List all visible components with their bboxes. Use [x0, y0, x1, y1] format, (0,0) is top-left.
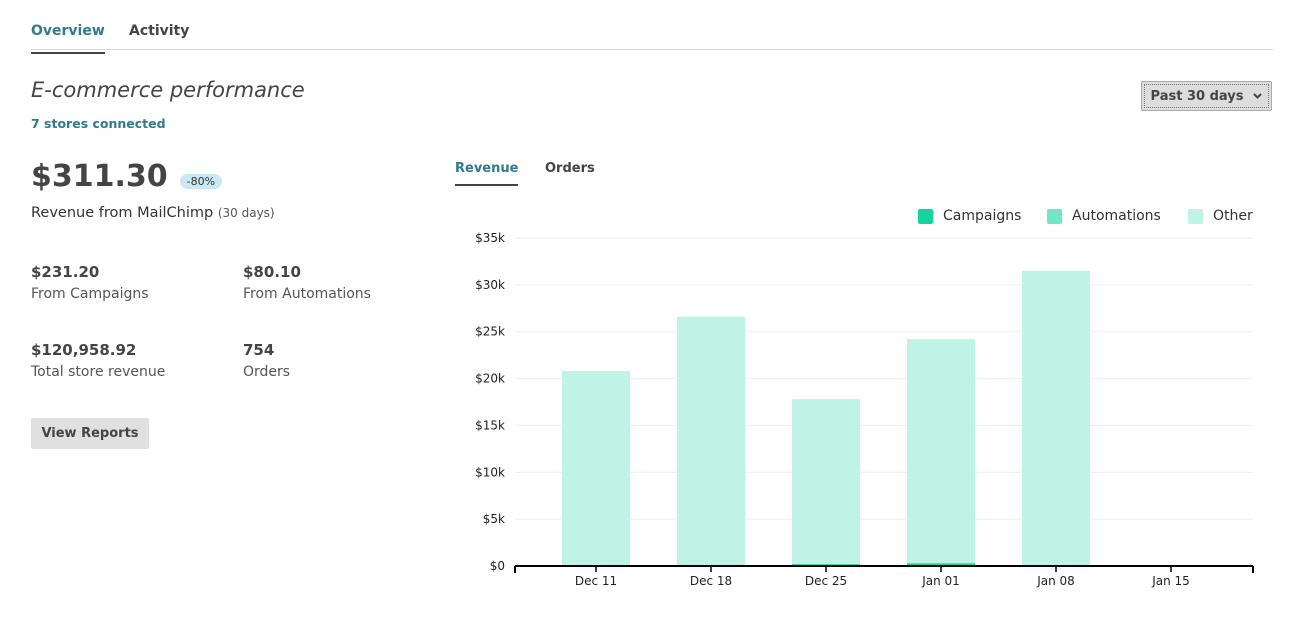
- y-tick-label: $15k: [475, 418, 505, 432]
- legend-swatch: [918, 208, 933, 224]
- stat-label: Orders: [243, 364, 291, 380]
- view-reports-button[interactable]: View Reports: [31, 418, 149, 449]
- y-tick-label: $0: [490, 559, 505, 573]
- tab-overview[interactable]: Overview: [31, 23, 105, 54]
- bar-other: [792, 399, 860, 565]
- stat-value: $120,958.92: [31, 341, 137, 359]
- stat-orders: 754 Orders: [243, 341, 290, 380]
- y-tick-label: $25k: [475, 325, 505, 339]
- y-tick-label: $20k: [475, 372, 505, 386]
- y-tick-label: $30k: [475, 278, 505, 292]
- x-tick-label: Jan 08: [1036, 574, 1075, 588]
- y-tick-label: $35k: [475, 231, 505, 245]
- revenue-label-text: Revenue from MailChimp: [31, 205, 214, 221]
- stat-automations: $80.10 From Automations: [243, 263, 371, 302]
- date-range-dropdown[interactable]: Past 30 days: [1141, 81, 1272, 111]
- tab-bar: Overview Activity: [31, 0, 1273, 54]
- stat-value: 754: [243, 341, 275, 359]
- chevron-down-icon: [1253, 93, 1263, 99]
- stat-value: $231.20: [31, 263, 100, 281]
- legend-campaigns: Campaigns: [918, 208, 1021, 224]
- legend-label: Campaigns: [943, 208, 1022, 224]
- section-title: E-commerce performance: [31, 78, 305, 102]
- x-tick-label: Dec 11: [575, 574, 617, 588]
- bar-other: [562, 371, 630, 566]
- tab-activity[interactable]: Activity: [129, 23, 190, 39]
- bar-campaigns: [907, 563, 975, 566]
- bar-other: [677, 316, 745, 566]
- legend-label: Automations: [1072, 208, 1161, 224]
- revenue-total: $311.30: [31, 159, 168, 194]
- chart-tab-orders[interactable]: Orders: [545, 161, 595, 176]
- x-tick-label: Dec 18: [690, 574, 732, 588]
- stat-total-revenue: $120,958.92 Total store revenue: [31, 341, 165, 380]
- stat-value: $80.10: [243, 263, 301, 281]
- x-tick-label: Jan 01: [921, 574, 960, 588]
- legend-other: Other: [1188, 208, 1253, 224]
- y-tick-label: $5k: [483, 512, 505, 526]
- legend-label: Other: [1213, 208, 1253, 224]
- stat-label: Total store revenue: [31, 364, 166, 380]
- legend-automations: Automations: [1047, 208, 1161, 224]
- revenue-summary-row: $311.30 -80%: [31, 158, 223, 196]
- stat-label: From Automations: [243, 286, 371, 302]
- legend-swatch: [1188, 208, 1203, 224]
- legend-swatch: [1047, 208, 1062, 224]
- change-badge: -80%: [179, 173, 223, 189]
- y-tick-label: $10k: [475, 465, 505, 479]
- stat-campaigns: $231.20 From Campaigns: [31, 263, 149, 302]
- bar-other: [907, 339, 975, 564]
- x-tick-label: Jan 15: [1151, 574, 1190, 588]
- chart-tab-revenue[interactable]: Revenue: [455, 161, 519, 186]
- bar-other: [1022, 270, 1090, 566]
- revenue-label: Revenue from MailChimp (30 days): [31, 205, 275, 221]
- stat-label: From Campaigns: [31, 286, 149, 302]
- stores-connected-link[interactable]: 7 stores connected: [31, 116, 166, 131]
- date-range-label: Past 30 days: [1150, 88, 1244, 104]
- revenue-period: (30 days): [217, 206, 275, 220]
- x-tick-label: Dec 25: [805, 574, 847, 588]
